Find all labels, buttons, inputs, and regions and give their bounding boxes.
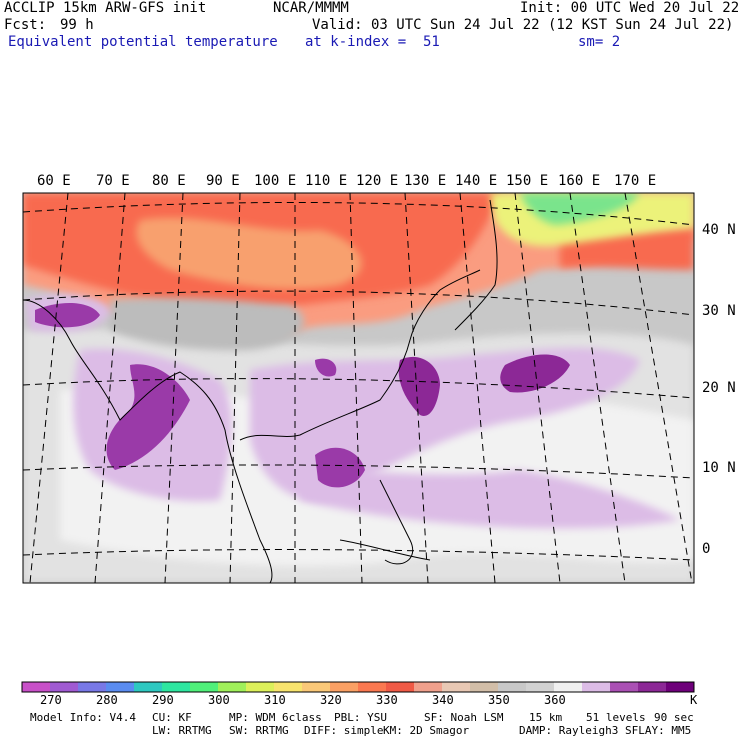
- lon-label: 170 E: [614, 173, 656, 189]
- footer-item: 51 levels: [586, 711, 646, 724]
- lon-labels: 60 E 70 E 80 E 90 E 100 E 110 E 120 E 130 E 140 …: [37, 173, 656, 189]
- lon-label: 110 E: [305, 173, 347, 189]
- colorbar-tick-label: 300: [208, 693, 230, 707]
- lat-label: 0: [702, 541, 710, 557]
- footer-item: SFLAY: MM5: [625, 724, 692, 737]
- lat-label: 30 N: [702, 303, 736, 319]
- lon-label: 150 E: [506, 173, 548, 189]
- footer-item: DAMP: Rayleigh3: [519, 724, 619, 737]
- lat-label: 20 N: [702, 380, 736, 396]
- graticule: [23, 193, 694, 583]
- field-name: Equivalent potential temperature: [8, 34, 278, 50]
- colorbar-frame: [21, 681, 695, 693]
- colorbar-cell: [162, 682, 191, 692]
- colorbar-cell: [106, 682, 135, 692]
- footer-item: SW: RRTMG: [229, 724, 289, 737]
- colorbar-cell: [470, 682, 499, 692]
- colorbar-cell: [666, 682, 695, 692]
- lat-label: 10 N: [702, 460, 736, 476]
- colorbar-cell: [414, 682, 443, 692]
- colorbar-tick-label: 310: [264, 693, 286, 707]
- theta-e-field: [23, 193, 694, 583]
- colorbar-tick-label: 350: [488, 693, 510, 707]
- lon-label: 130 E: [404, 173, 446, 189]
- colorbar-tick-label: 280: [96, 693, 118, 707]
- smoothing: sm= 2: [578, 34, 621, 50]
- forecast-label: Fcst:: [4, 17, 47, 33]
- colorbar-cell: [386, 682, 415, 692]
- lon-label: 90 E: [206, 173, 240, 189]
- map-panel: 60 E 70 E 80 E 90 E 100 E 110 E 120 E 130 E 140 …: [22, 173, 736, 584]
- colorbar-cell: [582, 682, 611, 692]
- lon-label: 100 E: [254, 173, 296, 189]
- colorbar-tick-label: 290: [152, 693, 174, 707]
- lat-labels: 40 N 30 N 20 N 10 N 0: [702, 222, 736, 557]
- colorbar-cell: [78, 682, 107, 692]
- valid-time: Valid: 03 UTC Sun 24 Jul 22 (12 KST Sun …: [312, 17, 734, 33]
- colorbar-tick-label: 360: [544, 693, 566, 707]
- colorbar-cell: [330, 682, 359, 692]
- colorbar-cell: [246, 682, 275, 692]
- lon-label: 80 E: [152, 173, 186, 189]
- footer-item: MP: WDM 6class: [229, 711, 322, 724]
- init-time: Init: 00 UTC Wed 20 Jul 22: [520, 0, 740, 16]
- colorbar-cell: [638, 682, 667, 692]
- org-label: NCAR/MMMM: [273, 0, 349, 16]
- colorbar-cell: [50, 682, 79, 692]
- colorbar-tick-label: 270: [40, 693, 62, 707]
- colorbar-cell: [190, 682, 219, 692]
- footer-item: Model Info: V4.4: [30, 711, 136, 724]
- colorbar-tick-label: 320: [320, 693, 342, 707]
- colorbar-cell: [610, 682, 639, 692]
- colorbar-cell: [22, 682, 51, 692]
- footer-item: PBL: YSU: [334, 711, 387, 724]
- lon-label: 70 E: [96, 173, 130, 189]
- footer-item: LW: RRTMG: [152, 724, 212, 737]
- lon-label: 120 E: [356, 173, 398, 189]
- colorbar-tick-label: 340: [432, 693, 454, 707]
- map-frame: [22, 192, 695, 584]
- lon-label: 160 E: [558, 173, 600, 189]
- footer-item: 90 sec: [654, 711, 694, 724]
- footer-item: KM: 2D Smagor: [383, 724, 470, 737]
- footer-item: 15 km: [529, 711, 563, 724]
- colorbar-cell: [134, 682, 163, 692]
- colorbar-cell: [218, 682, 247, 692]
- model-title: ACCLIP 15km ARW-GFS init: [4, 0, 207, 16]
- colorbar-cell: [274, 682, 303, 692]
- colorbar-cell: [302, 682, 331, 692]
- level-index: at k-index = 51: [305, 34, 440, 50]
- footer-item: DIFF: simple: [304, 724, 384, 737]
- colorbar-cell: [526, 682, 555, 692]
- colorbar-cell: [498, 682, 527, 692]
- lon-label: 60 E: [37, 173, 71, 189]
- colorbar-cell: [442, 682, 471, 692]
- colorbar-unit: K: [690, 693, 698, 707]
- colorbar-cell: [358, 682, 387, 692]
- footer-item: SF: Noah LSM: [424, 711, 504, 724]
- lat-label: 40 N: [702, 222, 736, 238]
- colorbar-cell: [554, 682, 583, 692]
- lon-label: 140 E: [455, 173, 497, 189]
- forecast-hours: 99 h: [60, 17, 94, 33]
- footer-item: CU: KF: [152, 711, 192, 724]
- colorbar: 270 280 290 300 310 320 330 340 350 360 K: [21, 681, 698, 707]
- colorbar-tick-label: 330: [376, 693, 398, 707]
